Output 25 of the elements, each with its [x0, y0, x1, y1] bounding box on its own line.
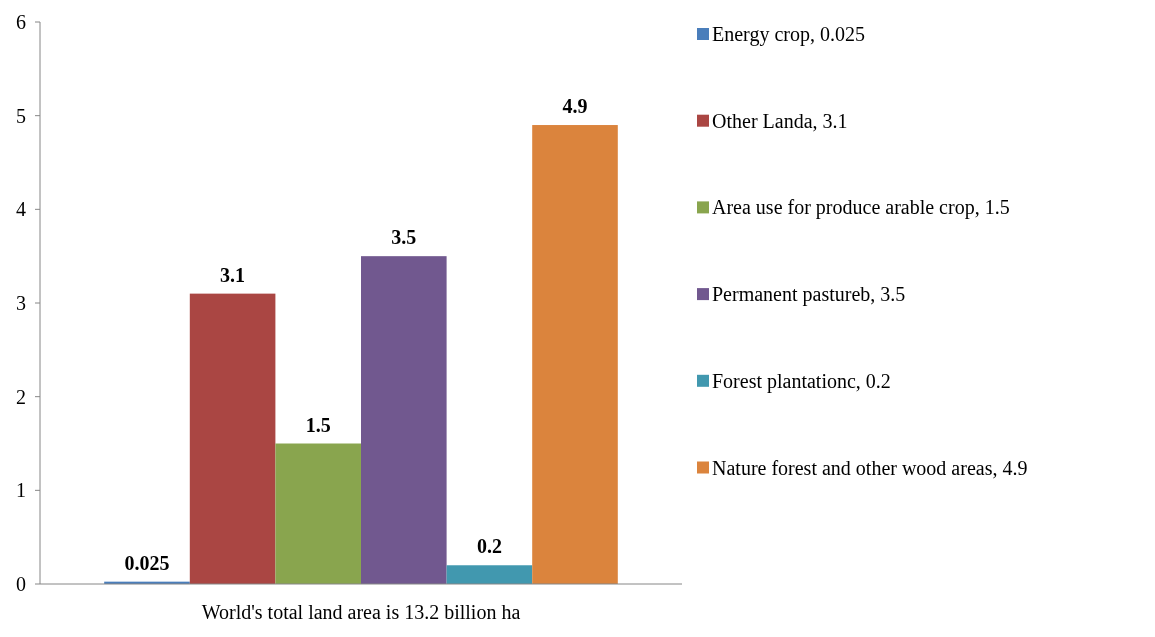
y-tick-label: 3 — [16, 292, 26, 314]
data-label: 3.1 — [220, 263, 246, 286]
data-label: 0.2 — [476, 535, 502, 558]
y-tick-label: 1 — [16, 479, 26, 502]
legend-label: Nature forest and other wood areas, 4.9 — [712, 456, 1028, 479]
data-label: 3.5 — [391, 226, 417, 249]
y-tick-label: 4 — [16, 198, 26, 221]
y-tick-label: 2 — [16, 385, 26, 408]
y-tick-label: 0 — [16, 573, 26, 595]
bar — [189, 293, 276, 584]
legend-label: Area use for produce arable crop, 1.5 — [712, 196, 1010, 220]
bar — [532, 125, 618, 584]
x-tick-label: World's total land area is 13.2 billion ha — [201, 601, 521, 623]
y-tick-label: 5 — [16, 104, 26, 127]
data-label: 4.9 — [562, 95, 588, 118]
bar — [275, 443, 361, 584]
legend-label: Permanent pastureb, 3.5 — [712, 283, 906, 307]
bar — [361, 256, 447, 584]
legend-label: Forest plantationc, 0.2 — [712, 369, 891, 393]
y-tick-label: 6 — [16, 11, 26, 33]
data-label: 1.5 — [305, 413, 331, 436]
legend-label: Other Landa, 3.1 — [712, 109, 848, 132]
data-label: 0.025 — [124, 551, 170, 574]
bar — [446, 565, 533, 584]
legend-label: Energy crop, 0.025 — [712, 23, 865, 46]
